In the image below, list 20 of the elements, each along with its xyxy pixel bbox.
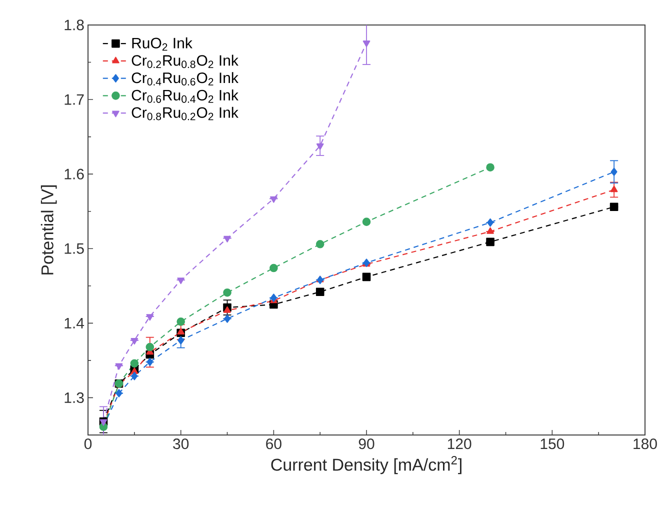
y-tick-label: 1.4	[64, 318, 84, 328]
legend-label: Cr$_{0.4}$Ru$_{0.6}$O$_{2}$ Ink	[132, 72, 238, 86]
x-tick-label: 60	[266, 438, 282, 450]
x-tick-label: 180	[634, 438, 657, 450]
y-tick-label: 1.3	[64, 392, 84, 404]
legend-label: Cr$_{0.8}$Ru$_{0.2}$O$_{2}$ Ink	[132, 106, 238, 120]
x-tick-label: 90	[358, 438, 374, 450]
y-tick-label: 1.6	[64, 168, 84, 180]
legend-label: RuO$_{2}$ Ink	[132, 37, 192, 51]
y-tick-label: 1.8	[64, 20, 84, 30]
x-tick-label: 120	[448, 438, 472, 450]
x-tick-label: 150	[540, 438, 564, 450]
y-axis-title: Potential [V]	[40, 185, 57, 274]
y-tick-label: 1.7	[64, 94, 84, 105]
legend-label: Cr$_{0.2}$Ru$_{0.8}$O$_{2}$ Ink	[132, 54, 238, 68]
x-tick-label: 30	[173, 438, 189, 450]
y-tick-label: 1.5	[64, 243, 84, 254]
legend-label: Cr$_{0.6}$Ru$_{0.4}$O$_{2}$ Ink	[132, 90, 238, 103]
x-axis-title: Current Density [mA/cm$^{2}$]	[271, 456, 462, 474]
x-tick-label: 0	[84, 438, 92, 450]
